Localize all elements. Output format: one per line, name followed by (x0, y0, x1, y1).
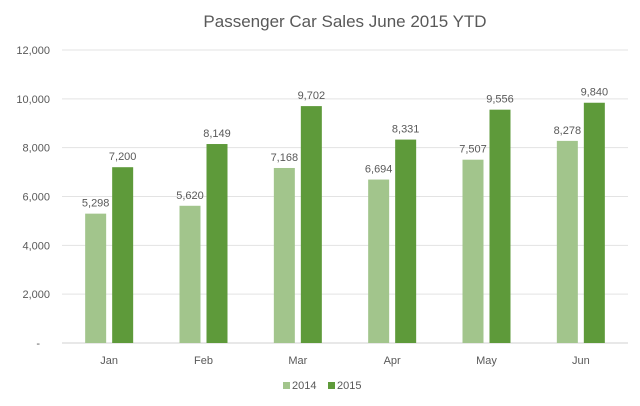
legend-label: 2015 (337, 380, 361, 392)
bar-2014-feb (179, 205, 201, 343)
data-label: 7,507 (459, 144, 487, 156)
y-tick-label: - (36, 338, 40, 350)
x-tick-label: May (476, 355, 497, 367)
data-label: 5,620 (176, 190, 204, 202)
x-tick-label: Feb (194, 355, 213, 367)
legend-swatch-2015 (328, 382, 335, 389)
bar-2014-jan (85, 213, 107, 343)
y-tick-label: 4,000 (22, 240, 50, 252)
y-tick-label: 6,000 (22, 192, 50, 204)
bar-2014-apr (368, 179, 390, 343)
bar-2015-apr (395, 139, 417, 343)
data-label: 7,168 (271, 152, 299, 164)
x-tick-label: Apr (384, 355, 401, 367)
data-label: 8,278 (554, 125, 582, 137)
bar-2014-jun (556, 140, 578, 343)
y-tick-label: 10,000 (16, 94, 50, 106)
x-tick-label: Jan (100, 355, 118, 367)
y-tick-label: 2,000 (22, 289, 50, 301)
bar-2015-feb (206, 144, 228, 343)
bar-2015-jan (112, 167, 134, 343)
bar-2015-may (489, 109, 511, 343)
x-tick-label: Jun (572, 355, 590, 367)
y-tick-label: 12,000 (16, 45, 50, 57)
data-label: 5,298 (82, 198, 110, 210)
legend-swatch-2014 (283, 382, 290, 389)
data-label: 6,694 (365, 164, 393, 176)
data-label: 9,702 (298, 90, 326, 102)
bar-2015-jun (583, 102, 605, 344)
y-tick-label: 8,000 (22, 143, 50, 155)
data-label: 7,200 (109, 151, 137, 163)
chart-title: Passenger Car Sales June 2015 YTD (203, 12, 486, 31)
bar-2015-mar (300, 106, 322, 343)
data-label: 8,331 (392, 124, 420, 136)
legend-label: 2014 (292, 380, 316, 392)
bar-2014-may (462, 159, 484, 343)
x-tick-label: Mar (288, 355, 307, 367)
data-label: 8,149 (203, 128, 231, 140)
data-label: 9,840 (581, 87, 609, 99)
data-label: 9,556 (486, 94, 514, 106)
bar-2014-mar (273, 167, 295, 343)
